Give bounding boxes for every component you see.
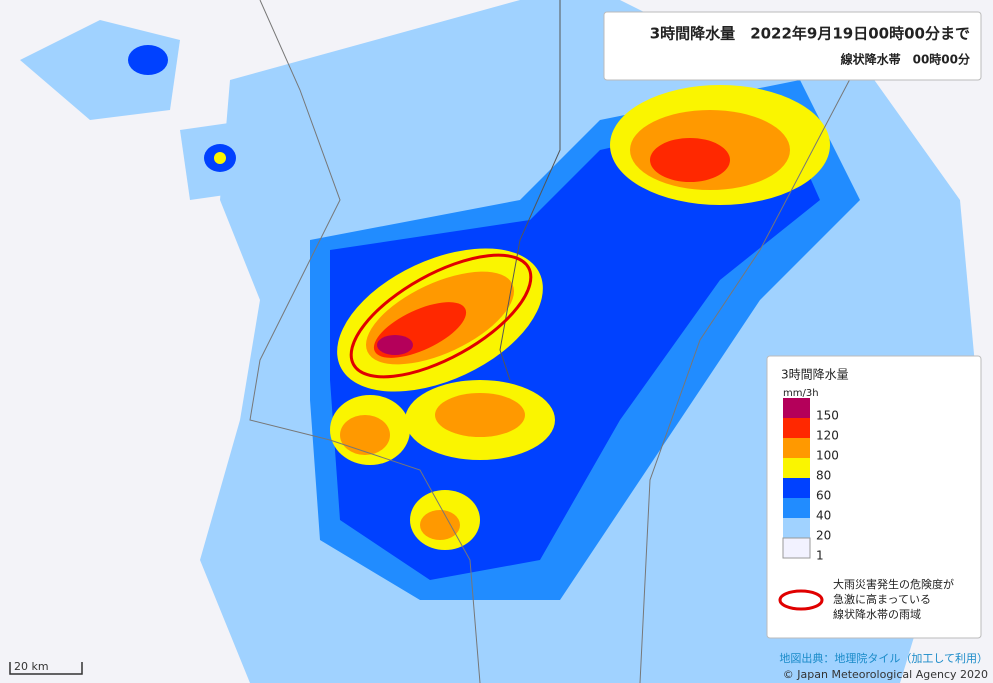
legend-swatch	[783, 398, 810, 418]
map-credit: 地図出典：地理院タイル（加工して利用）	[779, 651, 988, 665]
legend-swatch	[782, 537, 811, 559]
legend-label: 100	[816, 449, 839, 463]
legend-swatch	[783, 478, 810, 498]
rain-area	[377, 335, 413, 355]
title-box	[603, 11, 982, 81]
legend-swatch	[783, 518, 810, 538]
legend-label: 40	[816, 509, 831, 523]
rainband-outline	[349, 253, 533, 379]
legend-swatch	[783, 418, 810, 438]
legend-label: 1	[816, 549, 824, 563]
coastline	[249, 0, 481, 683]
legend-note: 大雨災害発生の危険度が	[833, 577, 954, 591]
legend-label: 150	[816, 409, 839, 423]
legend-note: 線状降水帯の雨域	[833, 607, 921, 621]
legend-label: 120	[816, 429, 839, 443]
copyright: © Japan Meteorological Agency 2020	[783, 668, 988, 681]
scale-bar	[9, 662, 83, 675]
rain-area	[128, 45, 168, 75]
legend-title: 3時間降水量	[781, 368, 849, 382]
title: 3時間降水量 2022年9月19日00時00分まで	[650, 25, 970, 43]
coastline	[499, 0, 561, 381]
rain-area	[330, 110, 820, 580]
legend-note: 急激に高まっている	[833, 592, 931, 606]
legend-swatch	[783, 458, 810, 478]
legend-label: 60	[816, 489, 831, 503]
rain-area	[340, 415, 390, 455]
legend-swatch	[783, 498, 810, 518]
legend-swatch	[783, 438, 810, 458]
legend-rainband-symbol	[778, 589, 824, 611]
legend-unit: mm/3h	[783, 388, 819, 399]
legend-label: 20	[816, 529, 831, 543]
rain-area	[214, 152, 226, 164]
coastline	[639, 59, 861, 683]
rain-area	[435, 393, 525, 437]
rain-area	[650, 138, 730, 182]
legend-box	[766, 355, 982, 639]
subtitle: 線状降水帯 00時00分	[841, 52, 970, 67]
rain-area	[20, 20, 180, 120]
rain-area	[420, 510, 460, 540]
legend-label: 80	[816, 469, 831, 483]
scale-label: 20 km	[14, 660, 49, 673]
